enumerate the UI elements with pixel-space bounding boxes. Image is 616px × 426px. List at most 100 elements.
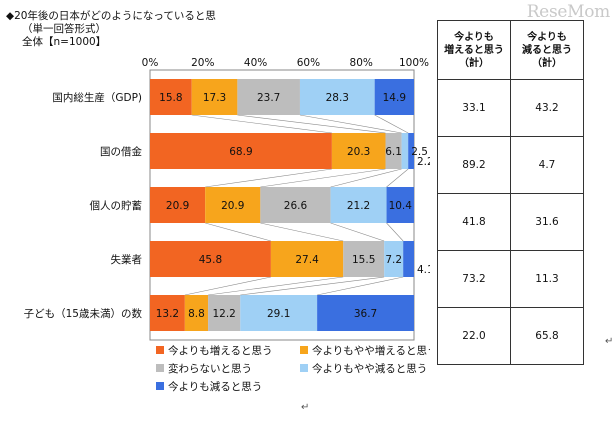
value-label: 7.2	[385, 254, 402, 266]
legend-label: 今よりもやや増えると思う	[312, 344, 430, 357]
series-connector-line	[208, 276, 344, 296]
series-connector-line	[237, 114, 386, 134]
value-label: 4.1	[417, 264, 430, 276]
bar-segment	[374, 79, 414, 115]
bar-segment	[401, 133, 409, 169]
value-label: 2.5	[411, 146, 428, 158]
x-tick-label: 40%	[244, 57, 267, 69]
series-connector-line	[386, 222, 404, 242]
bar-segment	[331, 133, 386, 169]
value-label: 6.1	[385, 146, 402, 158]
value-label: 13.2	[156, 308, 179, 320]
bar-segment	[237, 79, 300, 115]
series-connector-line	[299, 114, 402, 134]
series-connector-line	[260, 168, 386, 188]
category-label: 国内総生産（GDP)	[52, 91, 142, 104]
summary-row: 22.0 65.8	[437, 307, 584, 365]
bar-segment	[260, 187, 331, 223]
chart-title-line3: 全体【n=1000】	[22, 36, 107, 48]
summary-row: 41.8 31.6	[437, 193, 584, 251]
value-label: 2.2	[417, 156, 430, 168]
value-label: 26.6	[284, 200, 308, 212]
value-label: 20.9	[221, 200, 244, 212]
bar-segment	[191, 79, 238, 115]
bar-segment	[386, 187, 414, 223]
bar-segment	[330, 187, 387, 223]
bar-segment	[270, 241, 344, 277]
x-tick-label: 80%	[350, 57, 373, 69]
value-label: 15.8	[159, 92, 182, 104]
bar-segment	[240, 295, 318, 331]
summary-cell: 73.2	[437, 250, 511, 308]
bar-segment	[150, 187, 206, 223]
summary-row: 33.1 43.2	[437, 79, 584, 137]
value-label: 20.3	[347, 146, 370, 158]
legend-label: 今よりもやや減ると思う	[312, 362, 427, 375]
x-tick-label: 100%	[399, 57, 429, 69]
series-connector-line	[191, 114, 332, 134]
value-label: 29.1	[267, 308, 290, 320]
category-label: 子ども（15歳未満）の数	[24, 307, 143, 320]
value-label: 17.3	[203, 92, 226, 104]
legend-swatch	[300, 364, 308, 372]
category-label: 個人の貯蓄	[90, 199, 143, 212]
x-tick-label: 0%	[142, 57, 159, 69]
summary-cell: 11.3	[510, 250, 584, 308]
bar-segment	[150, 79, 192, 115]
stacked-bar-chart: 0% 20% 40% 60% 80% 100% 国内総生産（GDP) 国の借金個人の貯蓄失業者…	[24, 57, 430, 393]
value-label: 14.9	[383, 92, 406, 104]
series-connector-line	[317, 276, 404, 296]
return-mark-icon: ↵	[301, 402, 310, 413]
value-label: 23.7	[257, 92, 280, 104]
summary-table: 今よりも 増えると思う （計） 今よりも 減ると思う （計） 33.1 43.2…	[437, 20, 584, 365]
series-connector-line	[205, 222, 271, 242]
summary-cell: 41.8	[437, 193, 511, 251]
series-connector-line	[184, 276, 271, 296]
category-label: 国の借金	[100, 145, 142, 158]
summary-header-increase: 今よりも 増えると思う （計）	[437, 20, 511, 80]
bar-segment	[385, 133, 402, 169]
series-connector-line	[374, 114, 409, 134]
bar-segment	[184, 295, 209, 331]
summary-row: 89.2 4.7	[437, 136, 584, 194]
summary-cell: 4.7	[510, 136, 584, 194]
bar-segment	[343, 241, 385, 277]
category-label: 失業者	[111, 253, 143, 266]
chart-title-line2: （単一回答形式）	[22, 23, 106, 35]
value-label: 45.8	[199, 254, 222, 266]
value-label: 36.7	[354, 308, 377, 320]
legend-label: 今よりも減ると思う	[168, 380, 262, 393]
value-label: 21.2	[347, 200, 370, 212]
value-label: 8.8	[188, 308, 205, 320]
x-tick-label: 20%	[191, 57, 214, 69]
watermark-logo: ReseMom	[526, 2, 611, 22]
legend-swatch	[156, 364, 164, 372]
summary-cell: 31.6	[510, 193, 584, 251]
series-connector-line	[260, 222, 344, 242]
legend-label: 今よりも増えると思う	[168, 344, 272, 357]
value-label: 10.4	[389, 200, 413, 212]
series-connector-line	[330, 168, 402, 188]
bar-segment	[150, 133, 332, 169]
legend-swatch	[156, 346, 164, 354]
legend-label: 変わらないと思う	[168, 362, 252, 375]
legend-swatch	[156, 382, 164, 390]
series-connector-line	[240, 276, 385, 296]
bar-segment	[384, 241, 404, 277]
bar-segment	[299, 79, 375, 115]
chart-title-line1: ◆20年後の日本がどのようになっていると思	[6, 10, 216, 22]
value-label: 15.5	[352, 254, 375, 266]
value-label: 12.2	[212, 308, 235, 320]
legend-swatch	[300, 346, 308, 354]
summary-header-decrease: 今よりも 減ると思う （計）	[510, 20, 584, 80]
summary-cell: 43.2	[510, 79, 584, 137]
value-label: 27.4	[295, 254, 319, 266]
summary-cell: 65.8	[510, 307, 584, 365]
series-connector-line	[330, 222, 385, 242]
bar-segment	[150, 241, 271, 277]
bar-segment	[150, 295, 185, 331]
bar-segment	[317, 295, 414, 331]
series-connector-line	[386, 168, 409, 188]
summary-cell: 22.0	[437, 307, 511, 365]
return-mark-icon: ↵	[605, 336, 614, 347]
